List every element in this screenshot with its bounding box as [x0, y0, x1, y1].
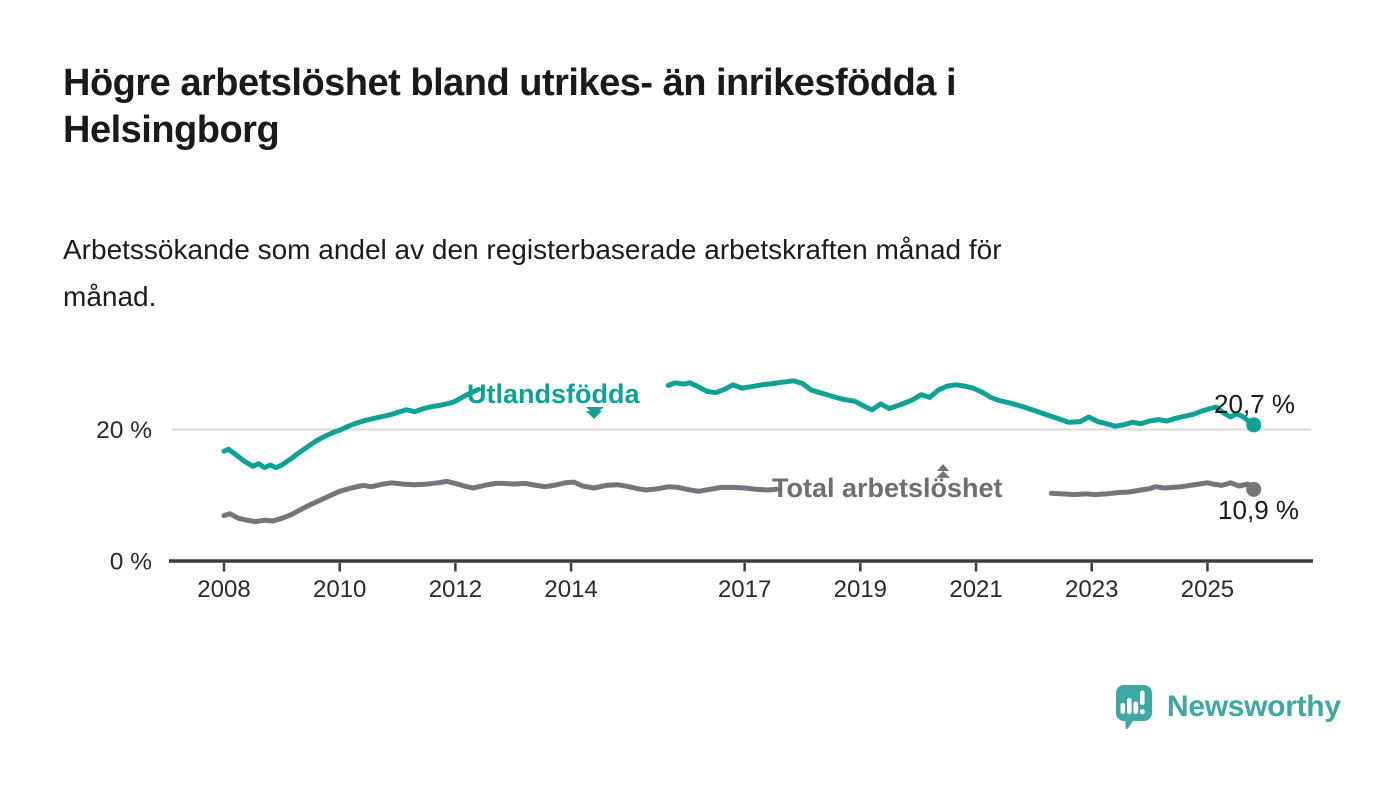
- x-tick-label-2012: 2012: [429, 576, 482, 603]
- annotation-triangle-up-1: [936, 470, 951, 478]
- x-tick-label-2014: 2014: [544, 576, 597, 603]
- series-label-total-arbetsloshet: Total arbetslöshet: [772, 473, 1003, 503]
- page-subtitle-line-2: månad.: [63, 281, 157, 312]
- page-title-line-1: Högre arbetslöshet bland utrikes- än inr…: [63, 62, 957, 104]
- x-tick-label-2021: 2021: [949, 576, 1002, 603]
- page-subtitle: Arbetssökande som andel av den registerb…: [63, 226, 1313, 320]
- page-title-line-2: Helsingborg: [63, 109, 280, 151]
- x-tick-label-2025: 2025: [1181, 576, 1234, 603]
- series-line-1-segment-1: [1048, 480, 1257, 498]
- x-tick-label-2010: 2010: [313, 576, 366, 603]
- x-tick-label-2017: 2017: [718, 576, 771, 603]
- newsworthy-logo: Newsworthy: [1114, 683, 1341, 731]
- y-tick-label-20: 20 %: [96, 417, 152, 444]
- x-tick-label-2019: 2019: [834, 576, 887, 603]
- y-tick-label-0: 0 %: [110, 549, 152, 576]
- newsworthy-logo-text: Newsworthy: [1167, 690, 1341, 723]
- series-label-utlandsfodda: Utlandsfödda: [467, 379, 640, 409]
- series-end-dot-1: [1246, 481, 1262, 497]
- x-tick-label-2023: 2023: [1065, 576, 1118, 603]
- unemployment-line-chart: 0 % 20 % 2008 2010 2012 2014 2017 2019 2021 2023 2…: [96, 378, 1313, 603]
- newsworthy-logo-icon: [1116, 685, 1152, 730]
- series-line-0-segment-1: [665, 378, 1257, 429]
- series-end-dot-0: [1246, 417, 1262, 433]
- end-value-total: 10,9 %: [1218, 495, 1299, 525]
- end-value-utlandsfodda: 20,7 %: [1214, 389, 1295, 419]
- series-pointer-down-icon: [586, 411, 602, 419]
- series-pointer-up-icon: [937, 464, 949, 471]
- page-subtitle-line-1: Arbetssökande som andel av den registerb…: [63, 234, 1002, 265]
- series-line-1-segment-0: [221, 478, 779, 525]
- page-title: Högre arbetslöshet bland utrikes- än inr…: [63, 60, 1363, 154]
- x-tick-label-2008: 2008: [197, 576, 250, 603]
- series-line-0-segment-0: [221, 386, 481, 471]
